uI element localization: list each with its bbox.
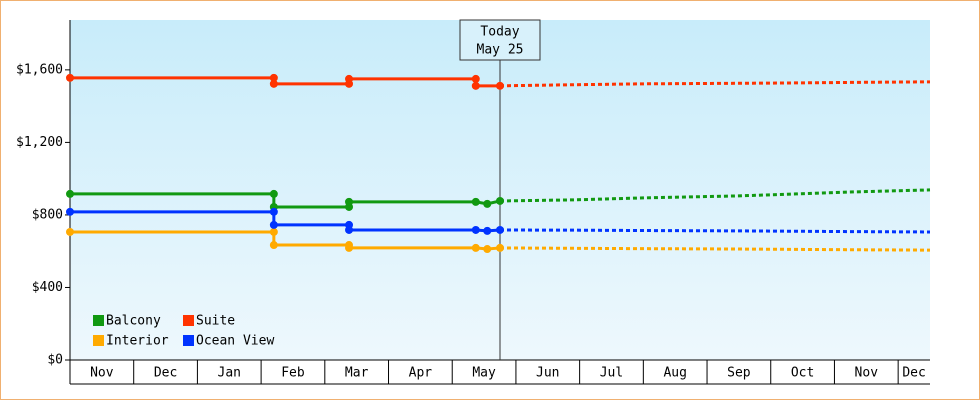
price-point bbox=[496, 225, 504, 234]
x-tick-label: Jul bbox=[600, 366, 623, 381]
price-point bbox=[483, 199, 492, 208]
price-point bbox=[345, 74, 354, 83]
forecast-line bbox=[499, 228, 931, 234]
price-point bbox=[269, 79, 278, 88]
legend-label: Balcony bbox=[106, 314, 161, 329]
price-point bbox=[471, 243, 480, 252]
x-tick-label: Jan bbox=[218, 366, 241, 381]
price-point bbox=[66, 207, 74, 216]
x-tick-label: Aug bbox=[663, 366, 686, 381]
price-point bbox=[496, 243, 504, 252]
price-point bbox=[496, 81, 504, 90]
price-point bbox=[269, 227, 278, 236]
x-tick-label: Apr bbox=[409, 366, 433, 381]
price-point bbox=[269, 220, 278, 229]
legend-label: Interior bbox=[106, 334, 169, 349]
legend-label: Suite bbox=[196, 314, 235, 329]
forecast-line bbox=[499, 246, 931, 252]
price-point bbox=[66, 73, 74, 82]
legend-swatch bbox=[93, 315, 104, 326]
price-point bbox=[269, 73, 278, 82]
price-point bbox=[345, 197, 354, 206]
y-tick-label: $800 bbox=[32, 207, 63, 222]
price-point bbox=[269, 189, 278, 198]
x-tick-label: Jun bbox=[536, 366, 559, 381]
x-tick-label: Dec bbox=[902, 366, 925, 381]
price-point bbox=[345, 243, 354, 252]
today-label: May 25 bbox=[477, 43, 524, 58]
price-point bbox=[66, 189, 74, 198]
legend-swatch bbox=[93, 335, 104, 346]
price-point bbox=[483, 226, 492, 235]
today-box bbox=[459, 19, 541, 61]
y-tick-label: $0 bbox=[47, 353, 63, 368]
x-tick-label: Oct bbox=[791, 366, 814, 381]
price-point bbox=[471, 74, 480, 83]
forecast-line bbox=[499, 188, 931, 203]
price-point bbox=[345, 225, 354, 234]
x-tick-label: Nov bbox=[90, 366, 114, 381]
price-point bbox=[66, 227, 74, 236]
legend-label: Ocean View bbox=[196, 334, 274, 349]
x-tick-label: May bbox=[472, 366, 496, 381]
legend-swatch bbox=[183, 335, 194, 346]
x-tick-label: Nov bbox=[855, 366, 879, 381]
price-point bbox=[269, 241, 278, 250]
price-point bbox=[471, 81, 480, 90]
price-point bbox=[471, 197, 480, 206]
x-tick-label: Sep bbox=[727, 366, 751, 381]
y-tick-label: $1,600 bbox=[16, 62, 63, 77]
legend-swatch bbox=[183, 315, 194, 326]
price-point bbox=[269, 207, 278, 216]
y-tick-label: $400 bbox=[32, 280, 63, 295]
price-point bbox=[471, 225, 480, 234]
x-tick-label: Feb bbox=[281, 366, 305, 381]
price-point bbox=[496, 196, 504, 205]
price-point bbox=[483, 245, 492, 254]
y-tick-label: $1,200 bbox=[16, 135, 63, 150]
x-tick-label: Dec bbox=[154, 366, 177, 381]
x-tick-label: Mar bbox=[345, 366, 369, 381]
today-label: Today bbox=[480, 25, 519, 40]
forecast-line bbox=[499, 80, 931, 88]
